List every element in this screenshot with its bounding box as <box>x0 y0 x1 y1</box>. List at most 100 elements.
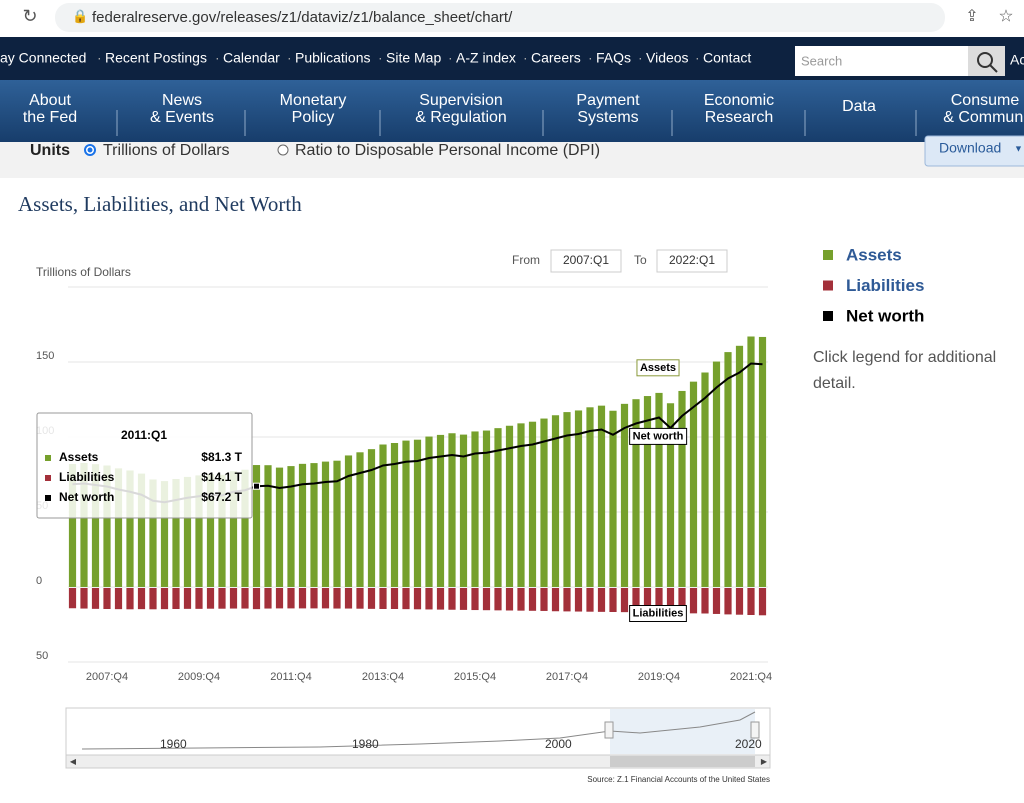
top-nav-link[interactable]: Contact <box>703 50 751 66</box>
bar <box>712 588 721 614</box>
units-label: Units <box>30 142 70 159</box>
address-bar[interactable] <box>55 3 945 32</box>
search-button[interactable] <box>968 46 1005 76</box>
bar <box>540 418 548 587</box>
top-nav-link[interactable]: Publications <box>295 50 371 66</box>
scroll-left[interactable]: ◀ <box>70 757 77 766</box>
top-nav-link[interactable]: Recent Postings <box>105 50 207 66</box>
bar <box>68 588 77 609</box>
y-tick-label: 50 <box>36 650 48 662</box>
bar <box>252 588 261 610</box>
tooltip <box>36 412 253 519</box>
separator: · <box>523 50 528 66</box>
main-nav-link[interactable]: Monetary <box>280 92 347 109</box>
top-nav-link[interactable]: ay Connected <box>0 50 86 66</box>
scroll-right[interactable]: ▶ <box>761 757 768 766</box>
bar <box>379 588 387 609</box>
bar <box>459 434 468 587</box>
legend-swatch[interactable] <box>823 280 833 291</box>
bar <box>68 464 77 587</box>
main-nav <box>0 80 1024 142</box>
main-nav-link[interactable]: Consume <box>951 92 1020 109</box>
main-nav-link[interactable]: Policy <box>292 109 335 126</box>
bookmark[interactable]: ☆ <box>998 6 1013 25</box>
legend-label[interactable]: Net worth <box>846 306 924 325</box>
legend-label[interactable]: Liabilities <box>846 276 924 295</box>
bar <box>643 588 652 613</box>
bar <box>206 474 215 587</box>
url: federalreserve.gov/releases/z1/dataviz/z… <box>92 9 513 26</box>
main-nav-link[interactable]: Systems <box>577 109 638 126</box>
unit-option[interactable]: Trillions of Dollars <box>103 142 230 159</box>
separator: · <box>695 50 700 66</box>
bar <box>747 588 755 615</box>
bar <box>321 461 330 587</box>
navigator-handle[interactable] <box>750 721 760 739</box>
main-nav-link[interactable]: About <box>29 92 71 109</box>
bar <box>321 588 330 609</box>
separator: · <box>378 50 383 66</box>
navigator-selection[interactable] <box>610 709 755 754</box>
bar <box>195 588 203 609</box>
top-nav-link[interactable]: A-Z index <box>456 50 516 66</box>
legend-swatch[interactable] <box>823 250 833 260</box>
radio[interactable] <box>277 144 289 156</box>
bar <box>344 588 353 609</box>
from-input[interactable] <box>550 249 622 273</box>
main-nav-link[interactable]: the Fed <box>23 109 77 126</box>
top-nav-link[interactable]: Careers <box>531 50 581 66</box>
x-tick-label: 2013:Q4 <box>362 671 404 683</box>
main-nav-link[interactable]: & Communi <box>943 109 1024 126</box>
main-nav-link[interactable]: News <box>162 92 202 109</box>
bar <box>678 588 686 614</box>
bar <box>471 588 479 611</box>
main-nav-link[interactable]: Data <box>842 98 876 115</box>
top-nav-link[interactable]: Site Map <box>386 50 441 66</box>
to-input[interactable] <box>656 249 728 273</box>
main-nav-link[interactable]: Research <box>705 109 773 126</box>
tooltip-title: 2011:Q1 <box>121 428 167 442</box>
bar <box>551 588 560 612</box>
download-label: Download <box>939 140 1001 156</box>
bar <box>252 465 261 587</box>
bar <box>482 430 491 587</box>
bar <box>724 352 732 587</box>
bar <box>505 425 514 587</box>
bar <box>218 474 226 587</box>
bar <box>137 473 146 587</box>
bar <box>229 588 238 609</box>
bar <box>597 588 606 612</box>
annotation: Net worth <box>633 430 684 442</box>
search-box[interactable] <box>795 46 968 76</box>
main-nav-link[interactable]: Payment <box>576 92 640 109</box>
legend-swatch[interactable] <box>823 311 833 321</box>
share[interactable]: ⇪ <box>965 8 978 25</box>
bar <box>333 460 341 587</box>
bar <box>172 479 180 587</box>
bar <box>724 588 732 615</box>
legend-label[interactable]: Assets <box>846 245 902 264</box>
main-nav-link[interactable]: Supervision <box>419 92 503 109</box>
bar <box>528 588 537 611</box>
top-nav-link[interactable]: Videos <box>646 50 689 66</box>
bar <box>712 361 721 587</box>
bar <box>275 467 284 587</box>
main-nav-link[interactable]: & Events <box>150 109 214 126</box>
navigator-handle[interactable] <box>604 721 614 739</box>
scrollbar-thumb[interactable] <box>610 756 755 767</box>
bar <box>413 588 422 610</box>
top-nav-link[interactable]: FAQs <box>596 50 631 66</box>
main-nav-link[interactable]: Economic <box>704 92 774 109</box>
unit-option[interactable]: Ratio to Disposable Personal Income (DPI… <box>295 142 600 159</box>
download-button[interactable] <box>924 135 1024 167</box>
tooltip-swatch <box>45 475 51 481</box>
annotation-box <box>636 359 680 377</box>
bar <box>126 588 134 610</box>
main-nav-link[interactable]: & Regulation <box>415 109 507 126</box>
tooltip-value: $81.3 T <box>201 450 242 464</box>
bar <box>747 336 755 587</box>
bar <box>448 588 456 610</box>
reload[interactable]: ↻ <box>22 6 37 26</box>
top-nav-link[interactable]: Calendar <box>223 50 280 66</box>
